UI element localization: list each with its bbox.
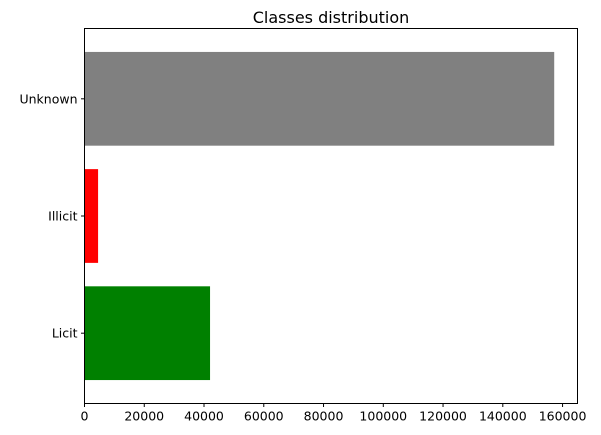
y-tick-label-illicit: Illicit bbox=[48, 209, 77, 224]
x-tick-label: 0 bbox=[81, 409, 89, 424]
bar-licit bbox=[84, 286, 211, 381]
bar-unknown bbox=[84, 51, 555, 146]
x-tick-label: 80000 bbox=[304, 409, 344, 424]
x-tick-label: 20000 bbox=[124, 409, 164, 424]
x-tick-label: 140000 bbox=[479, 409, 527, 424]
x-tick-label: 60000 bbox=[244, 409, 284, 424]
y-axis: Licit Illicit Unknown bbox=[19, 91, 85, 341]
x-tick-label: 40000 bbox=[184, 409, 224, 424]
x-tick-label: 100000 bbox=[359, 409, 407, 424]
x-tick-label: 120000 bbox=[419, 409, 467, 424]
x-axis: 0 20000 40000 60000 80000 100000 120000 140000 1… bbox=[81, 403, 587, 424]
y-tick-label-licit: Licit bbox=[52, 326, 78, 341]
chart-title: Classes distribution bbox=[253, 8, 410, 27]
x-tick-label: 160000 bbox=[539, 409, 587, 424]
bar-illicit bbox=[84, 169, 99, 263]
y-tick-label-unknown: Unknown bbox=[19, 91, 77, 106]
bars bbox=[84, 51, 555, 381]
